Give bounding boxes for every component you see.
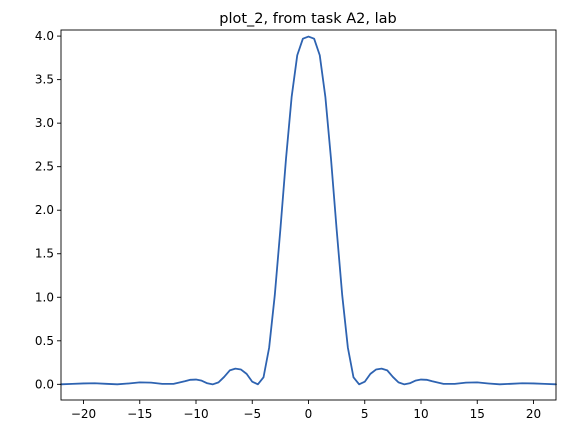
x-tick-label: 10 xyxy=(413,407,428,421)
axes-frame xyxy=(60,29,557,401)
series-line-0 xyxy=(60,35,557,386)
x-tick-label: 0 xyxy=(305,407,313,421)
x-tick-label: −5 xyxy=(243,407,261,421)
x-tick-label: −20 xyxy=(71,407,96,421)
y-tick-label: 1.5 xyxy=(35,247,54,261)
x-axis: −20 −15 −10 −5 0 5 10 15 20 xyxy=(71,400,541,421)
y-tick-label: 2.5 xyxy=(35,160,54,174)
x-tick-label: −10 xyxy=(183,407,208,421)
y-tick-label: 1.0 xyxy=(35,290,54,304)
y-tick-label: 0.0 xyxy=(35,377,54,391)
y-tick-label: 3.0 xyxy=(35,116,54,130)
y-axis: 0.0 0.5 1.0 1.5 2.0 2.5 3.0 3.5 4.0 xyxy=(35,29,61,391)
chart-title: plot_2, from task A2, lab xyxy=(219,11,396,27)
y-tick-label: 0.5 xyxy=(35,334,54,348)
x-tick-label: 15 xyxy=(470,407,485,421)
y-tick-label: 4.0 xyxy=(35,29,54,43)
plot-area xyxy=(60,29,557,401)
y-tick-label: 2.0 xyxy=(35,203,54,217)
x-tick-label: 20 xyxy=(526,407,541,421)
y-tick-label: 3.5 xyxy=(35,73,54,87)
x-tick-label: −15 xyxy=(127,407,152,421)
x-tick-label: 5 xyxy=(361,407,369,421)
